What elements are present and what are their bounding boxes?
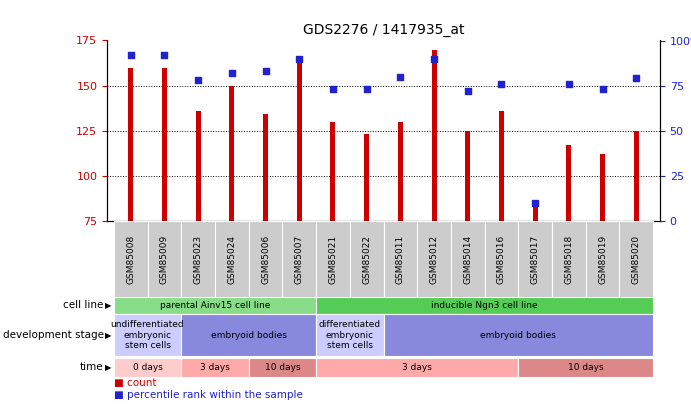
Text: parental Ainv15 cell line: parental Ainv15 cell line <box>160 301 270 310</box>
Point <box>395 73 406 80</box>
Text: differentiated
embryonic
stem cells: differentiated embryonic stem cells <box>319 320 381 350</box>
Text: 0 days: 0 days <box>133 363 162 372</box>
Point <box>159 52 170 58</box>
Text: ■ count: ■ count <box>114 377 157 388</box>
Point <box>462 88 473 94</box>
Text: development stage: development stage <box>3 330 104 340</box>
Bar <box>196 111 200 221</box>
Bar <box>398 122 403 221</box>
Bar <box>384 314 653 356</box>
Text: cell line: cell line <box>64 301 104 310</box>
Bar <box>263 114 268 221</box>
Text: GSM85016: GSM85016 <box>497 234 506 284</box>
Bar <box>350 221 384 298</box>
Bar <box>249 358 316 377</box>
Point <box>328 86 339 92</box>
Text: GSM85014: GSM85014 <box>463 234 472 284</box>
Bar <box>499 111 504 221</box>
Bar <box>384 221 417 298</box>
Text: ▶: ▶ <box>105 331 111 340</box>
Bar <box>432 49 437 221</box>
Text: embryoid bodies: embryoid bodies <box>480 331 556 340</box>
Text: inducible Ngn3 cell line: inducible Ngn3 cell line <box>431 301 538 310</box>
Text: 3 days: 3 days <box>402 363 432 372</box>
Point <box>260 68 271 75</box>
Bar <box>181 314 316 356</box>
Bar <box>215 221 249 298</box>
Text: GSM85021: GSM85021 <box>328 234 337 284</box>
Bar <box>148 221 181 298</box>
Point <box>631 75 642 81</box>
Text: 10 days: 10 days <box>568 363 603 372</box>
Bar <box>128 68 133 221</box>
Bar <box>114 297 316 313</box>
Text: time: time <box>80 362 104 372</box>
Bar <box>364 134 369 221</box>
Text: GSM85011: GSM85011 <box>396 234 405 284</box>
Text: GSM85024: GSM85024 <box>227 235 236 284</box>
Bar <box>619 221 653 298</box>
Bar <box>316 358 518 377</box>
Text: ■ percentile rank within the sample: ■ percentile rank within the sample <box>114 390 303 400</box>
Bar <box>451 221 484 298</box>
Point <box>226 70 237 76</box>
Bar <box>518 358 653 377</box>
Title: GDS2276 / 1417935_at: GDS2276 / 1417935_at <box>303 23 464 37</box>
Bar <box>114 221 148 298</box>
Text: GSM85018: GSM85018 <box>565 234 574 284</box>
Bar <box>465 130 471 221</box>
Text: GSM85007: GSM85007 <box>295 234 304 284</box>
Text: GSM85020: GSM85020 <box>632 234 641 284</box>
Bar <box>249 221 283 298</box>
Bar <box>181 221 215 298</box>
Bar <box>181 358 249 377</box>
Text: GSM85012: GSM85012 <box>430 234 439 284</box>
Bar <box>229 85 234 221</box>
Point <box>125 52 136 58</box>
Point <box>193 77 204 83</box>
Point <box>530 200 541 206</box>
Bar <box>114 314 181 356</box>
Point <box>361 86 372 92</box>
Bar <box>316 297 653 313</box>
Point <box>597 86 608 92</box>
Bar <box>330 122 335 221</box>
Point <box>496 81 507 87</box>
Bar <box>162 68 167 221</box>
Text: GSM85023: GSM85023 <box>193 234 202 284</box>
Bar <box>316 221 350 298</box>
Text: embryoid bodies: embryoid bodies <box>211 331 287 340</box>
Text: 3 days: 3 days <box>200 363 230 372</box>
Text: GSM85022: GSM85022 <box>362 235 371 284</box>
Text: 10 days: 10 days <box>265 363 300 372</box>
Bar <box>533 206 538 221</box>
Text: GSM85009: GSM85009 <box>160 234 169 284</box>
Bar <box>417 221 451 298</box>
Bar <box>567 145 571 221</box>
Text: GSM85006: GSM85006 <box>261 234 270 284</box>
Bar <box>552 221 586 298</box>
Bar <box>316 314 384 356</box>
Bar <box>283 221 316 298</box>
Bar <box>634 130 639 221</box>
Text: ▶: ▶ <box>105 301 111 310</box>
Bar <box>114 358 181 377</box>
Text: GSM85008: GSM85008 <box>126 234 135 284</box>
Bar <box>296 62 302 221</box>
Bar <box>600 154 605 221</box>
Bar <box>484 221 518 298</box>
Bar <box>586 221 619 298</box>
Point <box>294 55 305 62</box>
Bar <box>518 221 552 298</box>
Text: ▶: ▶ <box>105 363 111 372</box>
Text: GSM85017: GSM85017 <box>531 234 540 284</box>
Text: GSM85019: GSM85019 <box>598 234 607 284</box>
Point <box>428 55 439 62</box>
Point <box>563 81 574 87</box>
Text: undifferentiated
embryonic
stem cells: undifferentiated embryonic stem cells <box>111 320 184 350</box>
